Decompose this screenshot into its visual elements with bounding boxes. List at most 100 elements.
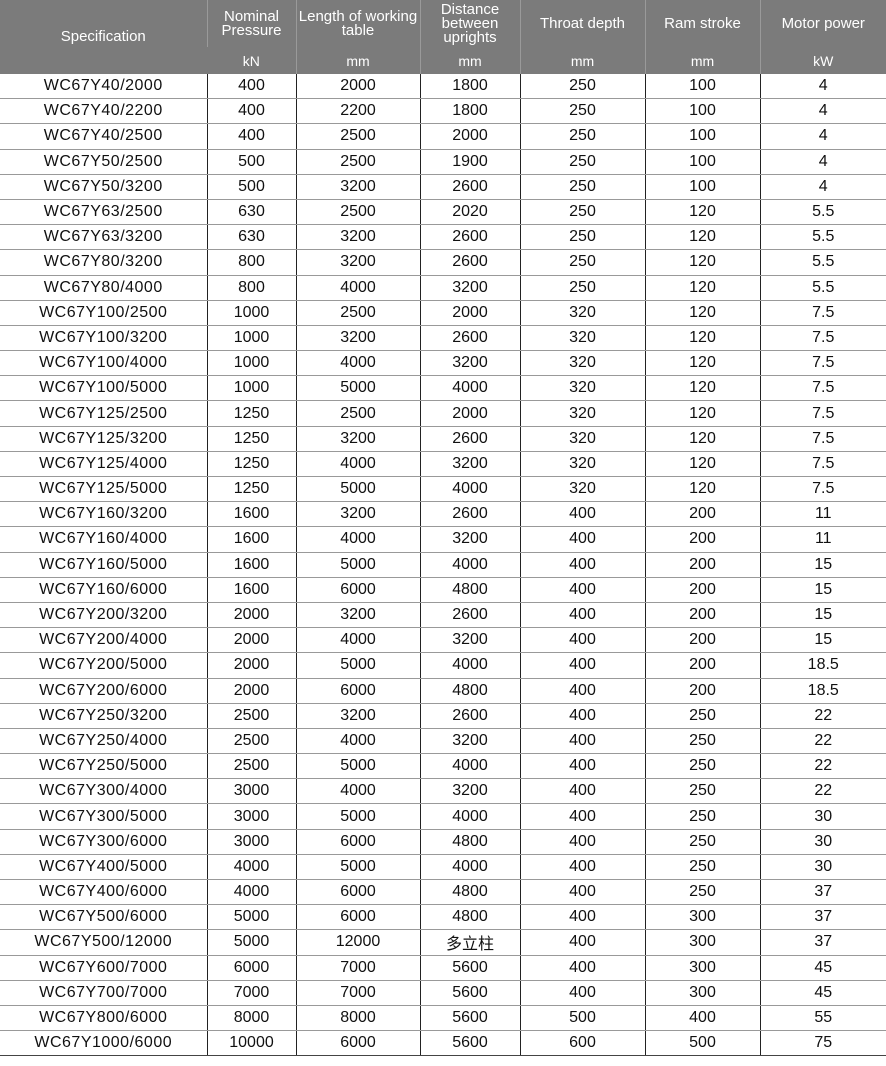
table-row: WC67Y80/3200 800 3200 2600 250 120 5.5 [0,249,886,276]
value-cell: 120 [644,249,760,276]
value-cell: 200 [644,577,760,603]
value-cell: 5000 [206,929,296,956]
value-cell: 37 [759,879,886,906]
model-cell: WC67Y600/7000 [0,955,207,981]
value-cell: 120 [644,300,760,326]
value-cell: 4000 [419,652,520,679]
value-cell: 250 [519,199,645,226]
value-cell: 45 [759,980,886,1006]
value-cell: 7000 [295,980,420,1006]
value-cell: 7.5 [759,325,886,352]
value-cell: 8000 [295,1005,420,1032]
value-cell: 7.5 [759,400,886,427]
value-cell: 2600 [419,602,520,629]
value-cell: 320 [519,325,645,352]
value-cell: 400 [519,904,645,931]
value-cell: 200 [644,627,760,654]
table-row: WC67Y300/5000 3000 5000 4000 400 250 30 [0,803,886,830]
value-cell: 1600 [206,501,296,528]
value-cell: 2020 [419,199,520,226]
value-cell: 3200 [419,350,520,377]
model-cell: WC67Y100/2500 [0,300,207,326]
value-cell: 300 [644,955,760,981]
value-cell: 2000 [419,300,520,326]
value-cell: 22 [759,778,886,805]
model-cell: WC67Y40/2000 [0,74,207,100]
column-unit: mm [419,47,520,74]
value-cell: 4000 [295,350,420,377]
value-cell: 22 [759,703,886,729]
value-cell: 120 [644,275,760,301]
value-cell: 120 [644,451,760,478]
value-cell: 4000 [419,375,520,402]
value-cell: 2600 [419,703,520,729]
value-cell: 2500 [206,703,296,729]
value-cell: 200 [644,552,760,578]
value-cell: 2600 [419,426,520,452]
value-cell: 4 [759,98,886,125]
model-cell: WC67Y50/2500 [0,149,207,175]
table-row: WC67Y250/4000 2500 4000 3200 400 250 22 [0,728,886,755]
value-cell: 3200 [295,426,420,452]
value-cell: 4800 [419,904,520,931]
value-cell: 2500 [206,728,296,755]
value-cell: 2500 [295,300,420,326]
value-cell: 7.5 [759,375,886,402]
table-row: WC67Y80/4000 800 4000 3200 250 120 5.5 [0,275,886,301]
table-row: WC67Y125/5000 1250 5000 4000 320 120 7.5 [0,476,886,503]
value-cell: 1250 [206,451,296,478]
value-cell: 320 [519,375,645,402]
value-cell: 11 [759,501,886,528]
model-cell: WC67Y125/3200 [0,426,207,452]
value-cell: 1900 [419,149,520,175]
table-row: WC67Y1000/6000 10000 6000 5600 600 500 75 [0,1030,886,1057]
model-cell: WC67Y40/2500 [0,123,207,150]
value-cell: 250 [644,703,760,729]
value-cell: 5000 [295,652,420,679]
value-cell: 1000 [206,350,296,377]
value-cell: 3200 [295,501,420,528]
column-header: Ram stroke [644,0,760,47]
table-row: WC67Y125/3200 1250 3200 2600 320 120 7.5 [0,426,886,452]
model-cell: WC67Y125/4000 [0,451,207,478]
value-cell: 400 [519,929,645,956]
table-row: WC67Y125/2500 1250 2500 2000 320 120 7.5 [0,400,886,427]
value-cell: 250 [644,854,760,881]
column-header: Distance between uprights [419,0,520,47]
value-cell: 2600 [419,249,520,276]
value-cell: 3200 [419,778,520,805]
value-cell: 1000 [206,300,296,326]
value-cell: 400 [519,652,645,679]
value-cell: 2500 [206,753,296,780]
table-row: WC67Y600/7000 6000 7000 5600 400 300 45 [0,955,886,981]
column-unit: kN [207,47,296,74]
value-cell: 5600 [419,980,520,1006]
model-cell: WC67Y400/6000 [0,879,207,906]
value-cell: 37 [759,904,886,931]
value-cell: 1250 [206,426,296,452]
value-cell: 15 [759,577,886,603]
value-cell: 2000 [206,602,296,629]
value-cell: 500 [644,1030,760,1057]
value-cell: 2200 [295,98,420,125]
model-cell: WC67Y700/7000 [0,980,207,1006]
value-cell: 250 [519,149,645,175]
value-cell: 2500 [295,123,420,150]
value-cell: 100 [644,98,760,125]
column-unit: mm [519,47,645,74]
value-cell: 1600 [206,552,296,578]
model-cell: WC67Y50/3200 [0,174,207,200]
value-cell: 6000 [295,577,420,603]
value-cell: 1800 [419,98,520,125]
table-row: WC67Y100/2500 1000 2500 2000 320 120 7.5 [0,300,886,326]
value-cell: 3200 [295,602,420,629]
model-cell: WC67Y300/4000 [0,778,207,805]
value-cell: 4 [759,74,886,100]
value-cell: 22 [759,728,886,755]
table-row: WC67Y40/2500 400 2500 2000 250 100 4 [0,123,886,150]
value-cell: 多立柱 [419,929,520,956]
model-cell: WC67Y250/4000 [0,728,207,755]
value-cell: 2000 [206,652,296,679]
value-cell: 120 [644,224,760,251]
